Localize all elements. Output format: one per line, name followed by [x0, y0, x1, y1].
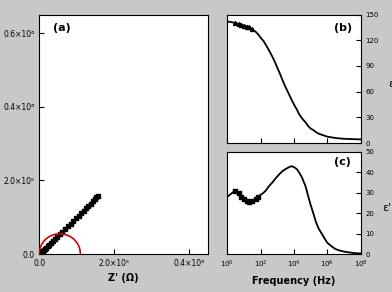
- Point: [48, 241, 54, 245]
- Text: (a): (a): [53, 23, 71, 33]
- Text: (b): (b): [334, 23, 352, 33]
- Text: (c): (c): [334, 157, 351, 167]
- Point: [41, 248, 47, 252]
- Point: [249, 199, 255, 203]
- Point: [38, 251, 44, 255]
- Point: [87, 201, 94, 206]
- Point: [76, 213, 82, 218]
- Point: [255, 194, 261, 199]
- Point: [44, 244, 51, 249]
- Point: [42, 246, 48, 251]
- Point: [40, 248, 46, 253]
- Point: [43, 245, 49, 250]
- Point: [236, 190, 242, 195]
- Point: [59, 229, 65, 234]
- Point: [241, 23, 247, 28]
- Point: [46, 242, 53, 247]
- Point: [81, 208, 87, 213]
- Point: [93, 195, 100, 200]
- Point: [37, 251, 44, 256]
- Point: [244, 24, 250, 29]
- Point: [54, 234, 60, 239]
- Point: [252, 197, 259, 201]
- Point: [232, 21, 238, 25]
- Point: [246, 25, 252, 30]
- Point: [238, 194, 245, 199]
- Point: [73, 216, 79, 221]
- Point: [38, 251, 44, 256]
- Point: [91, 197, 98, 202]
- Point: [236, 22, 242, 26]
- Point: [238, 22, 245, 27]
- Point: [241, 197, 247, 201]
- Point: [62, 227, 68, 231]
- Y-axis label: ε'': ε'': [382, 203, 392, 213]
- Point: [39, 249, 45, 254]
- Point: [67, 221, 74, 226]
- Y-axis label: ε': ε': [388, 79, 392, 89]
- X-axis label: Z' (Ω): Z' (Ω): [108, 273, 139, 284]
- Point: [37, 251, 43, 256]
- Point: [249, 27, 255, 32]
- Point: [37, 251, 43, 256]
- Point: [50, 239, 56, 243]
- Point: [83, 206, 89, 211]
- Point: [95, 193, 101, 198]
- Point: [89, 199, 96, 204]
- Point: [78, 211, 84, 215]
- Point: [57, 232, 63, 237]
- Point: [52, 237, 58, 241]
- Point: [38, 250, 45, 255]
- Point: [244, 199, 250, 203]
- Point: [246, 200, 252, 204]
- Point: [39, 250, 45, 254]
- X-axis label: Frequency (Hz): Frequency (Hz): [252, 276, 336, 286]
- Point: [85, 204, 92, 208]
- Point: [232, 188, 238, 193]
- Point: [70, 219, 76, 223]
- Point: [65, 224, 71, 229]
